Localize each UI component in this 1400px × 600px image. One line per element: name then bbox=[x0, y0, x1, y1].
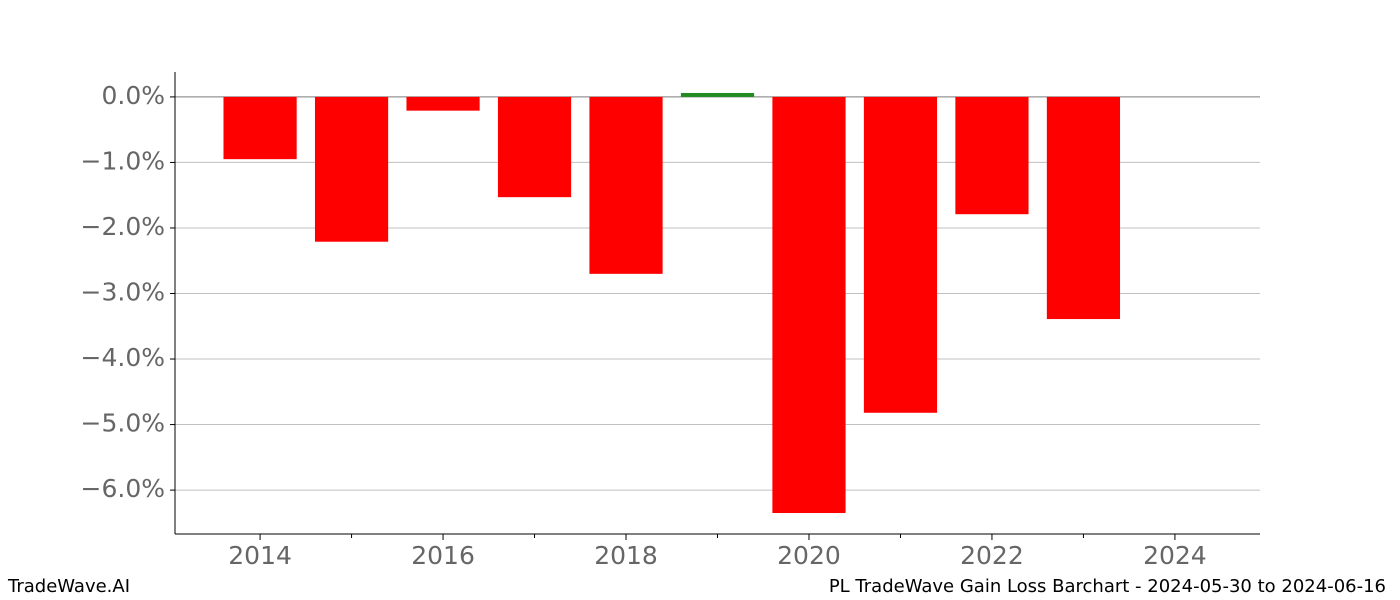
bar bbox=[955, 96, 1029, 215]
watermark: TradeWave.AI bbox=[7, 576, 130, 597]
y-tick-label: −4.0% bbox=[81, 343, 165, 372]
x-tick-label: 2014 bbox=[228, 541, 292, 570]
y-tick-label: −6.0% bbox=[81, 474, 165, 503]
bar bbox=[314, 96, 389, 242]
y-tick-label: −2.0% bbox=[81, 212, 165, 241]
y-tick-label: −5.0% bbox=[81, 409, 165, 438]
x-tick-label: 2018 bbox=[594, 541, 658, 570]
bar bbox=[680, 92, 755, 97]
x-tick-label: 2016 bbox=[411, 541, 475, 570]
x-tick-label: 2020 bbox=[777, 541, 841, 570]
bar bbox=[1046, 96, 1121, 320]
bar bbox=[772, 96, 846, 514]
x-tick-label: 2022 bbox=[960, 541, 1024, 570]
bar bbox=[497, 96, 572, 198]
bar bbox=[589, 96, 663, 274]
y-tick-label: −1.0% bbox=[81, 146, 165, 175]
chart-title: PL TradeWave Gain Loss Barchart - 2024-0… bbox=[829, 576, 1386, 597]
y-tick-label: −3.0% bbox=[81, 277, 165, 306]
bar bbox=[223, 96, 297, 160]
y-tick-label: 0.0% bbox=[101, 81, 165, 110]
bar bbox=[406, 96, 480, 111]
bar bbox=[863, 96, 938, 413]
x-tick-label: 2024 bbox=[1143, 541, 1207, 570]
